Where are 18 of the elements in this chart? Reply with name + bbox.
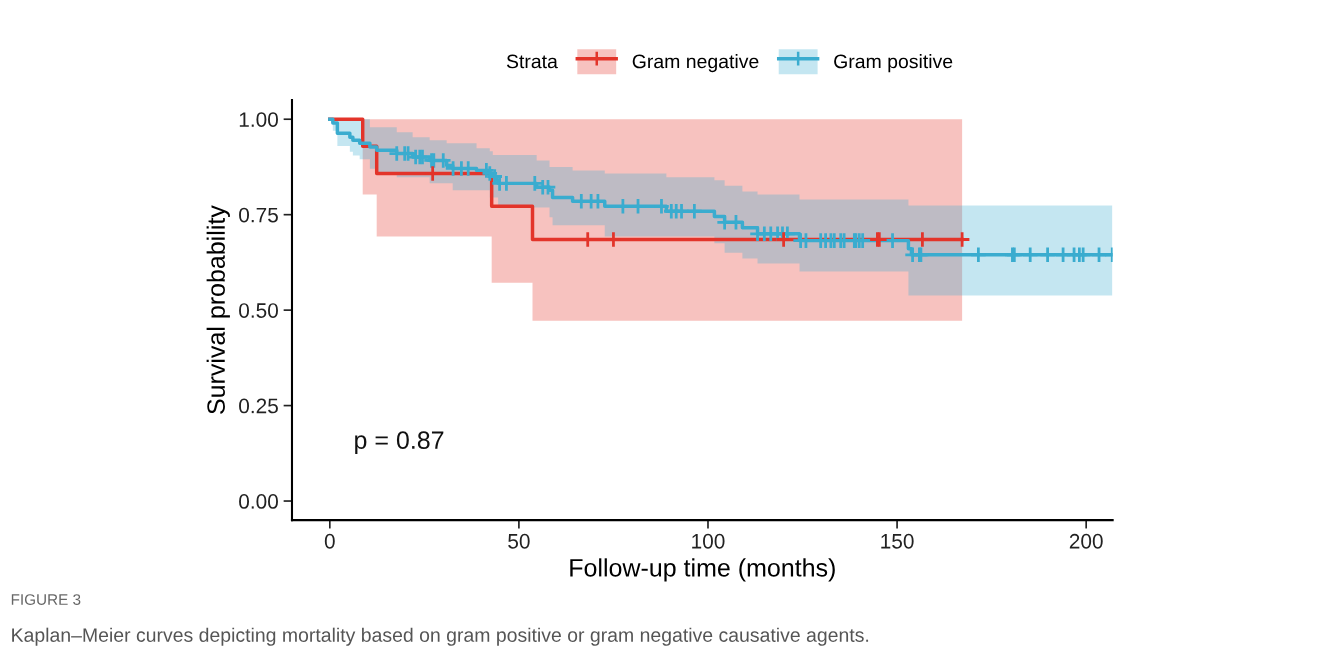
legend-label: Gram positive bbox=[834, 54, 953, 73]
x-tick-label: 50 bbox=[508, 533, 530, 549]
y-axis-title: Survival probability bbox=[206, 205, 230, 414]
text: Kaplan–Meier curves depicting mortality based on gram positive or gram negative causative agents. bbox=[12, 627, 869, 646]
y-tick-label: 0.75 bbox=[239, 207, 278, 223]
y-tick-label: 0.50 bbox=[239, 303, 278, 318]
x-tick-label: 150 bbox=[881, 533, 914, 549]
legend-title: Strata bbox=[506, 54, 558, 69]
x-tick-label: 0 bbox=[324, 533, 335, 549]
caption: FIGURE 3 bbox=[11, 594, 81, 605]
annotation: p = 0.87 bbox=[355, 431, 444, 454]
legend-label: Gram negative bbox=[632, 54, 759, 73]
y-tick-label: 1.00 bbox=[239, 112, 278, 127]
x-axis-title: Follow-up time (months) bbox=[570, 558, 835, 582]
y-tick-label: 0.25 bbox=[239, 398, 278, 414]
y-tick-label: 0.00 bbox=[239, 494, 278, 509]
x-tick-label: 100 bbox=[692, 533, 725, 549]
x-tick-label: 200 bbox=[1069, 533, 1103, 549]
